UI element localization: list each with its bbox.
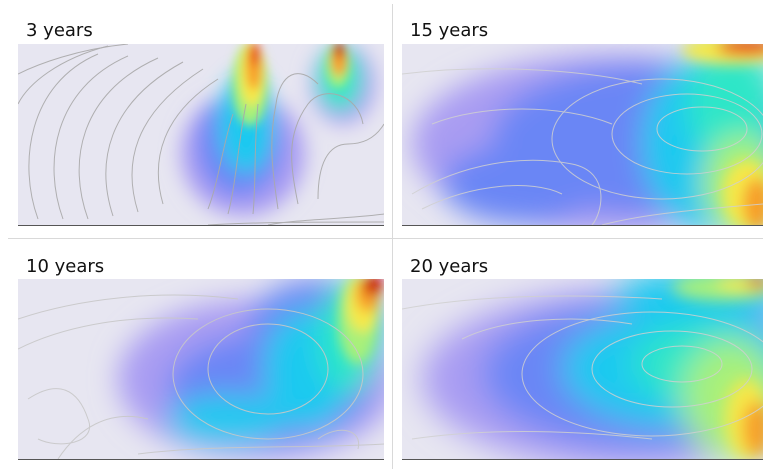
plot-3-years <box>18 44 384 225</box>
panel-label: 3 years <box>26 20 93 41</box>
plot-baseline <box>18 459 384 460</box>
panel-label: 15 years <box>410 20 489 41</box>
field-image <box>18 44 384 225</box>
field-image <box>402 44 763 225</box>
plot-baseline <box>402 225 763 226</box>
panel-label: 10 years <box>26 256 105 277</box>
field-image <box>402 279 763 459</box>
plot-10-years <box>18 279 384 459</box>
plot-15-years <box>402 44 763 225</box>
plot-baseline <box>18 225 384 226</box>
column-divider <box>392 4 393 469</box>
plot-20-years <box>402 279 763 459</box>
panel-label: 20 years <box>410 256 489 277</box>
plot-baseline <box>402 459 763 460</box>
row-divider <box>8 238 763 239</box>
field-image <box>18 279 384 459</box>
